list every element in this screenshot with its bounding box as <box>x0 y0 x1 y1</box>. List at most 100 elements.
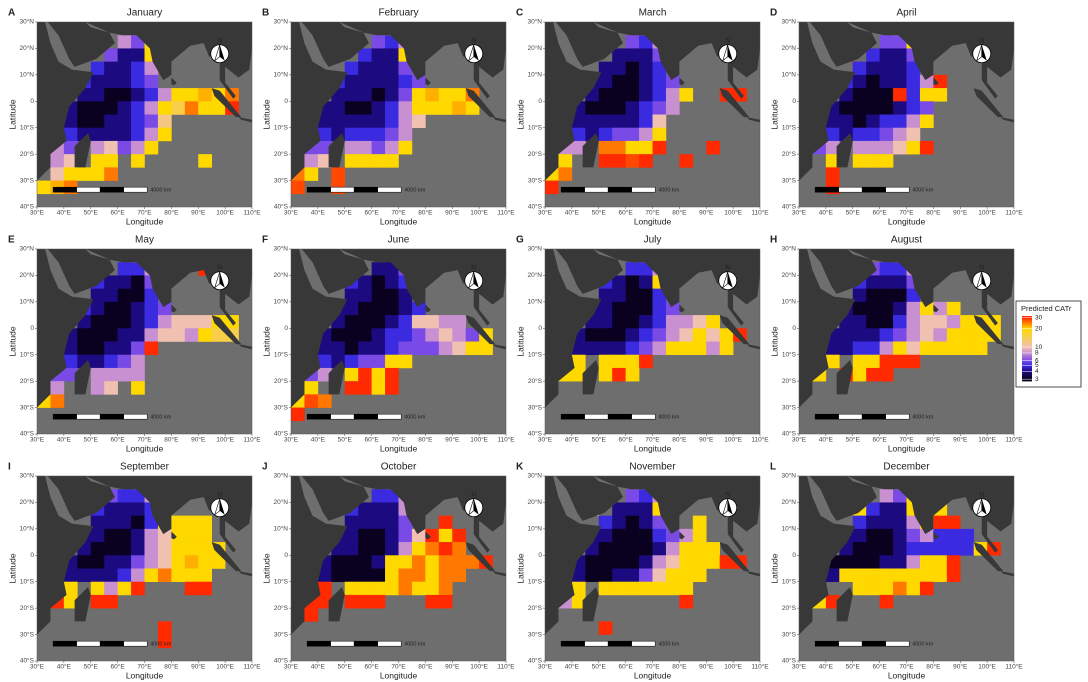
grid-cell <box>558 167 573 181</box>
grid-cell <box>398 315 413 329</box>
grid-cell <box>612 568 626 583</box>
y-axis-label: Latitude <box>261 326 271 357</box>
land <box>74 133 91 168</box>
grid-cell <box>398 555 413 569</box>
grid-cell <box>358 154 372 168</box>
x-tick-label: 90°E <box>699 209 714 217</box>
panel-tag: I <box>8 462 11 473</box>
grid-cell <box>171 315 186 329</box>
grid-cell <box>652 127 667 142</box>
x-tick-label: 40°E <box>57 209 72 217</box>
x-tick-label: 90°E <box>699 663 714 671</box>
grid-cell <box>104 167 118 181</box>
y-tick-label: 10°S <box>20 123 35 131</box>
grid-cell <box>171 542 186 556</box>
grid-cell <box>291 407 305 422</box>
x-tick-label: 90°E <box>191 663 206 671</box>
land <box>555 249 623 294</box>
grid-cell <box>317 154 332 168</box>
grid-cell <box>825 341 840 356</box>
y-tick-label: 30°S <box>274 403 289 411</box>
grid-cell <box>90 61 105 76</box>
grid-cell <box>612 354 626 369</box>
y-tick-label: 20°N <box>781 271 796 279</box>
colorbar-step <box>1022 347 1032 349</box>
north-arrow <box>473 44 479 61</box>
x-axis-label: Longitude <box>634 670 672 680</box>
grid-cell <box>358 341 372 356</box>
grid-cell <box>866 301 880 316</box>
grid-cell <box>63 114 78 129</box>
panel-title: July <box>644 235 662 246</box>
grid-cell <box>839 328 854 342</box>
grid-cell <box>90 301 105 316</box>
scale-bar <box>353 186 378 193</box>
y-tick-label: 20°N <box>19 498 34 506</box>
scale-bar <box>885 640 910 647</box>
grid-cell <box>358 114 372 129</box>
grid-cell <box>866 101 880 115</box>
grid-cell <box>825 568 840 583</box>
grid-cell <box>919 74 934 89</box>
grid-cell <box>906 315 921 329</box>
grid-cell <box>598 528 613 543</box>
map-panel: N 4000 km 30°E 40°E 50°E 60°E 70°E 80°E 90°E 100°… <box>515 235 769 454</box>
grid-cell <box>104 502 118 516</box>
panel-title: April <box>896 8 916 19</box>
grid-cell <box>385 315 399 329</box>
grid-cell <box>171 328 186 342</box>
x-tick-label: 70°E <box>391 663 406 671</box>
grid-cell <box>344 127 359 142</box>
grid-cell <box>919 568 934 583</box>
grid-cell <box>398 74 413 89</box>
grid-cell <box>973 341 988 356</box>
land <box>679 531 685 540</box>
x-tick-label: 30°E <box>30 436 45 444</box>
grid-cell <box>157 301 172 316</box>
grid-cell <box>358 381 372 395</box>
grid-cell <box>879 88 894 102</box>
grid-cell <box>90 88 105 102</box>
grid-cell <box>852 74 867 89</box>
north-label: N <box>217 38 222 45</box>
grid-cell <box>117 288 132 303</box>
y-axis-label: Latitude <box>769 99 779 130</box>
grid-cell <box>117 502 132 516</box>
x-tick-label: 60°E <box>111 663 126 671</box>
grid-cell <box>411 88 426 102</box>
grid-cell <box>679 328 694 342</box>
land <box>799 249 856 408</box>
grid-cell <box>625 74 640 89</box>
land <box>37 249 94 408</box>
north-arrow <box>473 498 479 515</box>
x-tick-label: 30°E <box>284 663 299 671</box>
grid-cell <box>90 74 105 89</box>
grid-cell <box>117 127 132 142</box>
land <box>746 117 760 123</box>
land <box>171 304 177 313</box>
y-tick-label: 40°S <box>20 430 35 438</box>
grid-cell <box>852 341 867 356</box>
land <box>425 531 431 540</box>
grid-cell <box>157 568 172 583</box>
grid-cell <box>465 101 480 115</box>
x-tick-label: 70°E <box>899 209 914 217</box>
grid-cell <box>893 528 907 543</box>
grid-cell <box>692 315 707 329</box>
grid-cell <box>385 140 399 155</box>
land <box>719 542 750 572</box>
x-tick-label: 70°E <box>137 209 152 217</box>
grid-cell <box>371 114 386 129</box>
grid-cell <box>198 555 212 569</box>
north-arrow <box>727 44 733 61</box>
grid-cell <box>919 88 934 102</box>
x-tick-label: 90°E <box>953 663 968 671</box>
grid-cell <box>398 88 413 102</box>
land <box>593 249 760 326</box>
y-tick-label: 0 <box>538 325 542 332</box>
x-tick-label: 80°E <box>672 209 687 217</box>
y-tick-label: 20°S <box>20 150 35 158</box>
grid-cell <box>411 542 426 556</box>
north-label: N <box>471 492 476 499</box>
